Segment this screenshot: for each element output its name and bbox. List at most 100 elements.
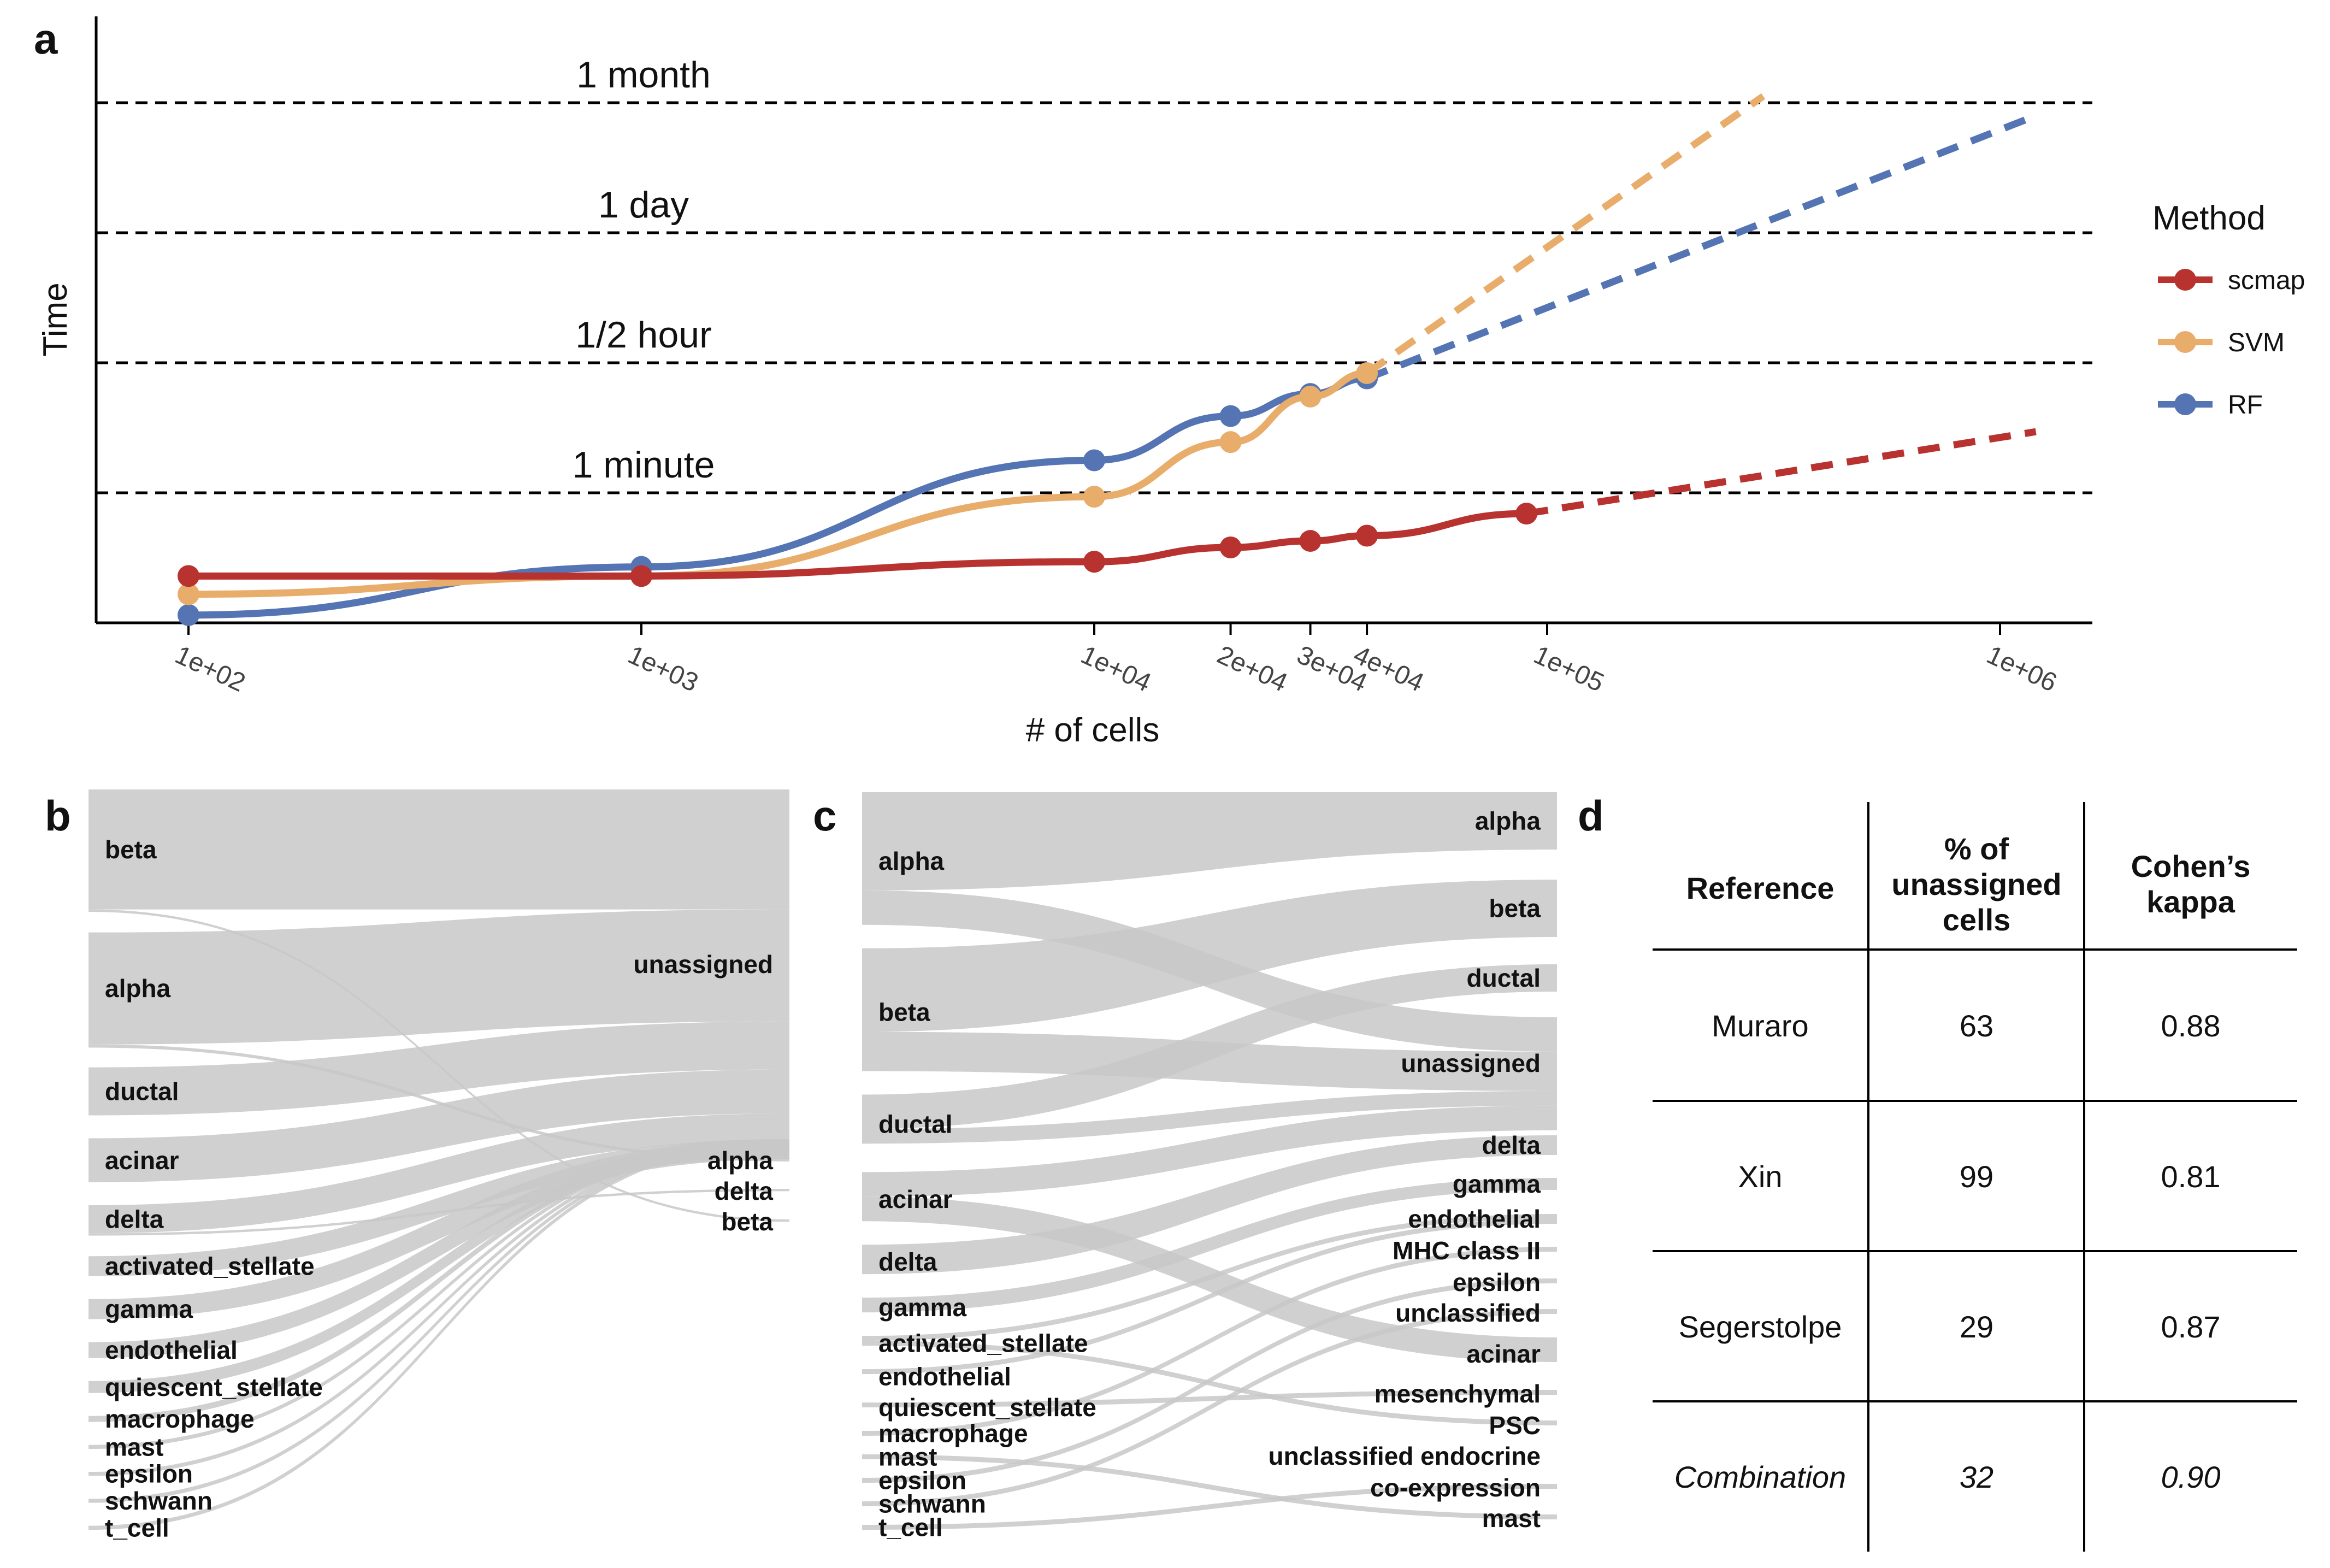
table-cell: 32 [1960, 1460, 1993, 1494]
sankey-left-label: acinar [878, 1185, 953, 1213]
sankey-right-label: unassigned [1401, 1049, 1541, 1077]
sankey-left-label: delta [878, 1248, 937, 1276]
series-extrapolation-scmap [1526, 428, 2037, 517]
sankey-flow [862, 1309, 1557, 1507]
sankey-right-label: co-expression [1370, 1473, 1541, 1502]
legend: Method scmap SVM RF [2152, 199, 2305, 420]
sankey-right-label: PSC [1489, 1411, 1541, 1440]
sankey-right-label: MHC class II [1393, 1236, 1541, 1265]
sankey-left-label: mast [878, 1443, 937, 1471]
panel-label-b: b [45, 792, 71, 840]
table-cell: Xin [1738, 1159, 1783, 1194]
panel-label-c: c [813, 792, 836, 840]
table-cell: Combination [1674, 1460, 1846, 1494]
legend-item-RF: RF [2228, 391, 2263, 420]
sankey-flow [89, 1139, 789, 1276]
sankey-left-label: gamma [878, 1293, 966, 1322]
sankey-flow [89, 1021, 789, 1116]
sankey-right-label: mast [1482, 1504, 1541, 1532]
sankey-left-label: ductal [878, 1110, 952, 1138]
table-header-cell: % of [1944, 832, 2009, 866]
sankey-right-label: acinar [1466, 1340, 1541, 1368]
x-axis-label: # of cells [1026, 711, 1160, 749]
sankey-flow [862, 1218, 1557, 1375]
table-header-cell: Reference [1686, 871, 1834, 905]
data-point-RF [1083, 449, 1105, 471]
sankey-right-label: unclassified endocrine [1269, 1442, 1541, 1470]
sankey-flow [862, 1247, 1557, 1436]
x-tick-label: 1e+04 [1076, 640, 1155, 698]
sankey-flow [862, 1178, 1557, 1313]
panel-label-d: d [1578, 792, 1604, 840]
sankey-right-label: alpha [707, 1146, 774, 1175]
sankey-left-label: alpha [878, 847, 945, 875]
table-cell: 0.90 [2161, 1460, 2221, 1494]
sankey-left-label: epsilon [878, 1466, 966, 1495]
series-line-scmap [188, 510, 1527, 580]
data-point-scmap [1219, 536, 1242, 558]
sankey-left-label: alpha [105, 974, 171, 1003]
sankey-flow [89, 1139, 789, 1449]
x-tick-label: 1e+02 [170, 640, 250, 698]
table-header-cell: kappa [2146, 885, 2235, 919]
legend-swatch-point [2174, 393, 2196, 415]
legend-item-scmap: scmap [2228, 266, 2305, 295]
sankey-flow [862, 1484, 1557, 1530]
reference-line-label: 1/2 hour [575, 314, 712, 356]
legend-swatch-point [2174, 331, 2196, 353]
sankey-flow [89, 1139, 789, 1319]
panel-label-a: a [34, 15, 58, 63]
reference-line-label: 1 day [598, 184, 689, 226]
x-tick-label: 1e+03 [623, 640, 703, 698]
sankey-flow [89, 1139, 789, 1503]
sankey-flow [862, 1341, 1557, 1425]
sankey-b: beta alpha ductal acinar delta activated_stel… [89, 789, 789, 1542]
sankey-left-label: quiescent_stellate [105, 1373, 323, 1401]
sankey-right-label: gamma [1453, 1170, 1541, 1198]
data-point-SVM [178, 583, 199, 605]
sankey-left-label: endothelial [878, 1363, 1011, 1391]
sankey-flow [89, 1069, 789, 1183]
table-cell: Segerstolpe [1679, 1310, 1842, 1344]
axes [95, 16, 2092, 624]
sankey-flow [862, 1454, 1557, 1519]
sankey-left-label: gamma [105, 1295, 193, 1323]
sankey-flow [89, 1139, 789, 1358]
data-point-scmap [1515, 503, 1538, 525]
sankey-flow [89, 1044, 789, 1162]
sankey-left-label: endothelial [105, 1336, 238, 1364]
data-point-scmap [1356, 524, 1378, 547]
data-point-scmap [1083, 551, 1105, 573]
sankey-flow [862, 1390, 1557, 1408]
sankey-flow [89, 1139, 789, 1530]
data-point-SVM [1299, 385, 1322, 408]
sankey-left-label: beta [105, 835, 157, 864]
sankey-left-label: schwann [105, 1487, 213, 1515]
x-tick-label: 2e+04 [1213, 640, 1292, 698]
sankey-flow [862, 1031, 1557, 1091]
sankey-flow [89, 1113, 789, 1234]
sankey-left-label: macrophage [878, 1419, 1028, 1448]
sankey-left-label: epsilon [105, 1460, 193, 1488]
sankey-left-label: activated_stellate [105, 1252, 315, 1281]
table-cell: 0.81 [2161, 1159, 2221, 1194]
sankey-left-label: acinar [105, 1146, 179, 1175]
sankey-right-label: beta [721, 1207, 773, 1236]
table-cell: Muraro [1712, 1009, 1808, 1043]
sankey-right-label: endothelial [1408, 1205, 1541, 1233]
runtime-line-chart: 1 minute 1/2 hour 1 day 1 month 1e+02 1e+03 1… [37, 16, 2305, 749]
data-point-RF [178, 604, 199, 626]
reference-line-label: 1 minute [573, 444, 715, 486]
sankey-c: alpha beta ductal acinar delta gamma activated… [862, 792, 1557, 1542]
sankey-left-label: beta [878, 998, 930, 1027]
table-cell: 63 [1960, 1009, 1993, 1043]
data-point-SVM [1219, 431, 1242, 453]
x-tick-label: 1e+06 [1982, 640, 2061, 698]
sankey-right-label: mesenchymal [1375, 1380, 1541, 1408]
reference-line-label: 1 month [576, 54, 711, 96]
sankey-left-label: schwann [878, 1490, 986, 1518]
sankey-flow [862, 1214, 1557, 1341]
sankey-flow [862, 880, 1557, 1032]
